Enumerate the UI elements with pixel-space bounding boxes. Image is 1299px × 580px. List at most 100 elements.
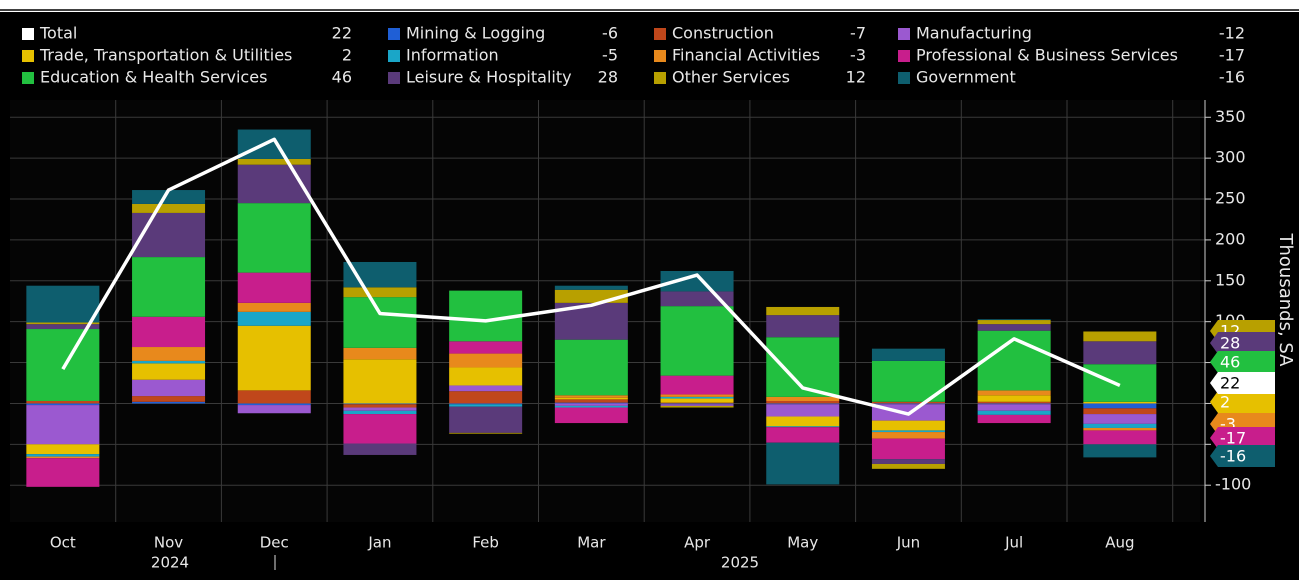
- legend-label: Other Services: [672, 68, 790, 87]
- legend-swatch: [654, 50, 666, 62]
- legend-value: -17: [1219, 46, 1245, 65]
- bar-segment: [449, 353, 523, 368]
- x-tick-label: Jul: [1004, 534, 1023, 552]
- bar-segment: [237, 405, 311, 414]
- bar-segment: [449, 385, 523, 392]
- legend-label: Manufacturing: [916, 24, 1032, 43]
- value-tag: [1210, 445, 1275, 467]
- bar-segment: [766, 427, 840, 443]
- bar-segment: [343, 410, 417, 415]
- legend-value: -12: [1219, 24, 1245, 43]
- bar-segment: [766, 416, 840, 427]
- bar-segment: [26, 403, 100, 406]
- bar-segment: [237, 311, 311, 326]
- x-tick-label: Jan: [367, 534, 391, 552]
- bar-segment: [132, 257, 206, 317]
- bar-segment: [343, 347, 417, 360]
- bar-segment: [132, 212, 206, 258]
- bar-segment: [1083, 401, 1157, 404]
- bar-segment: [26, 444, 100, 455]
- legend-swatch: [388, 28, 400, 40]
- legend-label: Government: [916, 68, 1016, 87]
- bar-segment: [871, 463, 945, 469]
- bar-segment: [26, 322, 100, 325]
- bar-segment: [766, 306, 840, 316]
- value-tag-label: -17: [1220, 429, 1246, 448]
- legend-label: Mining & Logging: [406, 24, 545, 43]
- y-tick-label: 350: [1215, 107, 1246, 126]
- bar-segment: [660, 403, 734, 405]
- bar-segment: [554, 403, 628, 406]
- legend-label: Trade, Transportation & Utilities: [39, 46, 292, 65]
- value-tag: [1210, 391, 1275, 413]
- bar-segment: [660, 398, 734, 403]
- bar-segment: [343, 404, 417, 408]
- bar-segment: [1083, 444, 1157, 458]
- value-tag-label: 46: [1220, 353, 1240, 372]
- bar-segment: [343, 407, 417, 411]
- bar-segment: [449, 403, 523, 405]
- legend-label: Information: [406, 46, 499, 65]
- legend-label: Education & Health Services: [40, 68, 267, 87]
- bar-segment: [977, 320, 1051, 325]
- legend-value: 12: [846, 68, 866, 87]
- y-tick-label: 250: [1215, 189, 1246, 208]
- bar-segment: [449, 341, 523, 354]
- bar-segment: [871, 438, 945, 460]
- bar-segment: [237, 390, 311, 404]
- bar-segment: [132, 401, 206, 404]
- x-tick-label: May: [787, 534, 818, 552]
- bar-segment: [449, 404, 523, 407]
- legend-swatch: [388, 72, 400, 84]
- bar-segment: [660, 306, 734, 376]
- year-label: 2025: [721, 554, 759, 572]
- bar-segment: [343, 403, 417, 405]
- bar-segment: [1083, 364, 1157, 402]
- bar-segment: [449, 432, 523, 434]
- bar-segment: [554, 339, 628, 396]
- legend-value: 28: [598, 68, 618, 87]
- bar-segment: [1083, 414, 1157, 424]
- bar-segment: [977, 395, 1051, 402]
- value-tag: [1210, 372, 1275, 394]
- x-tick-label: Feb: [472, 534, 499, 552]
- bar-segment: [1083, 427, 1157, 431]
- value-tag-label: 22: [1220, 374, 1240, 393]
- bar-segment: [237, 302, 311, 312]
- bar-segment: [449, 391, 523, 404]
- bar-segment: [660, 404, 734, 406]
- bar-segment: [449, 406, 523, 433]
- bar-segment: [871, 432, 945, 439]
- y-axis-label: Thousands, SA: [1275, 233, 1296, 368]
- bar-segment: [660, 405, 734, 408]
- bar-segment: [554, 399, 628, 403]
- bar-segment: [237, 129, 311, 159]
- value-tag-label: 28: [1220, 334, 1240, 353]
- bar-segment: [977, 390, 1051, 396]
- bar-segment: [237, 203, 311, 273]
- bar-segment: [132, 347, 206, 361]
- bar-segment: [343, 414, 417, 444]
- legend-value: 2: [342, 46, 352, 65]
- y-tick-label: 150: [1215, 270, 1246, 289]
- legend-swatch: [898, 28, 910, 40]
- bar-segment: [766, 315, 840, 338]
- bar-segment: [26, 324, 100, 330]
- bar-segment: [660, 394, 734, 397]
- legend-value: 22: [332, 24, 352, 43]
- legend-swatch: [654, 28, 666, 40]
- legend-value: 46: [332, 68, 352, 87]
- legend-swatch: [654, 72, 666, 84]
- bar-segment: [977, 401, 1051, 404]
- x-tick-label: Nov: [154, 534, 183, 552]
- x-tick-label: Oct: [50, 534, 76, 552]
- bar-segment: [343, 359, 417, 404]
- bar-segment: [26, 405, 100, 445]
- bar-segment: [554, 405, 628, 408]
- bar-segment: [660, 396, 734, 399]
- bar-segment: [554, 397, 628, 400]
- legend-value: -7: [850, 24, 866, 43]
- bar-segment: [237, 158, 311, 165]
- bar-segment: [132, 190, 206, 204]
